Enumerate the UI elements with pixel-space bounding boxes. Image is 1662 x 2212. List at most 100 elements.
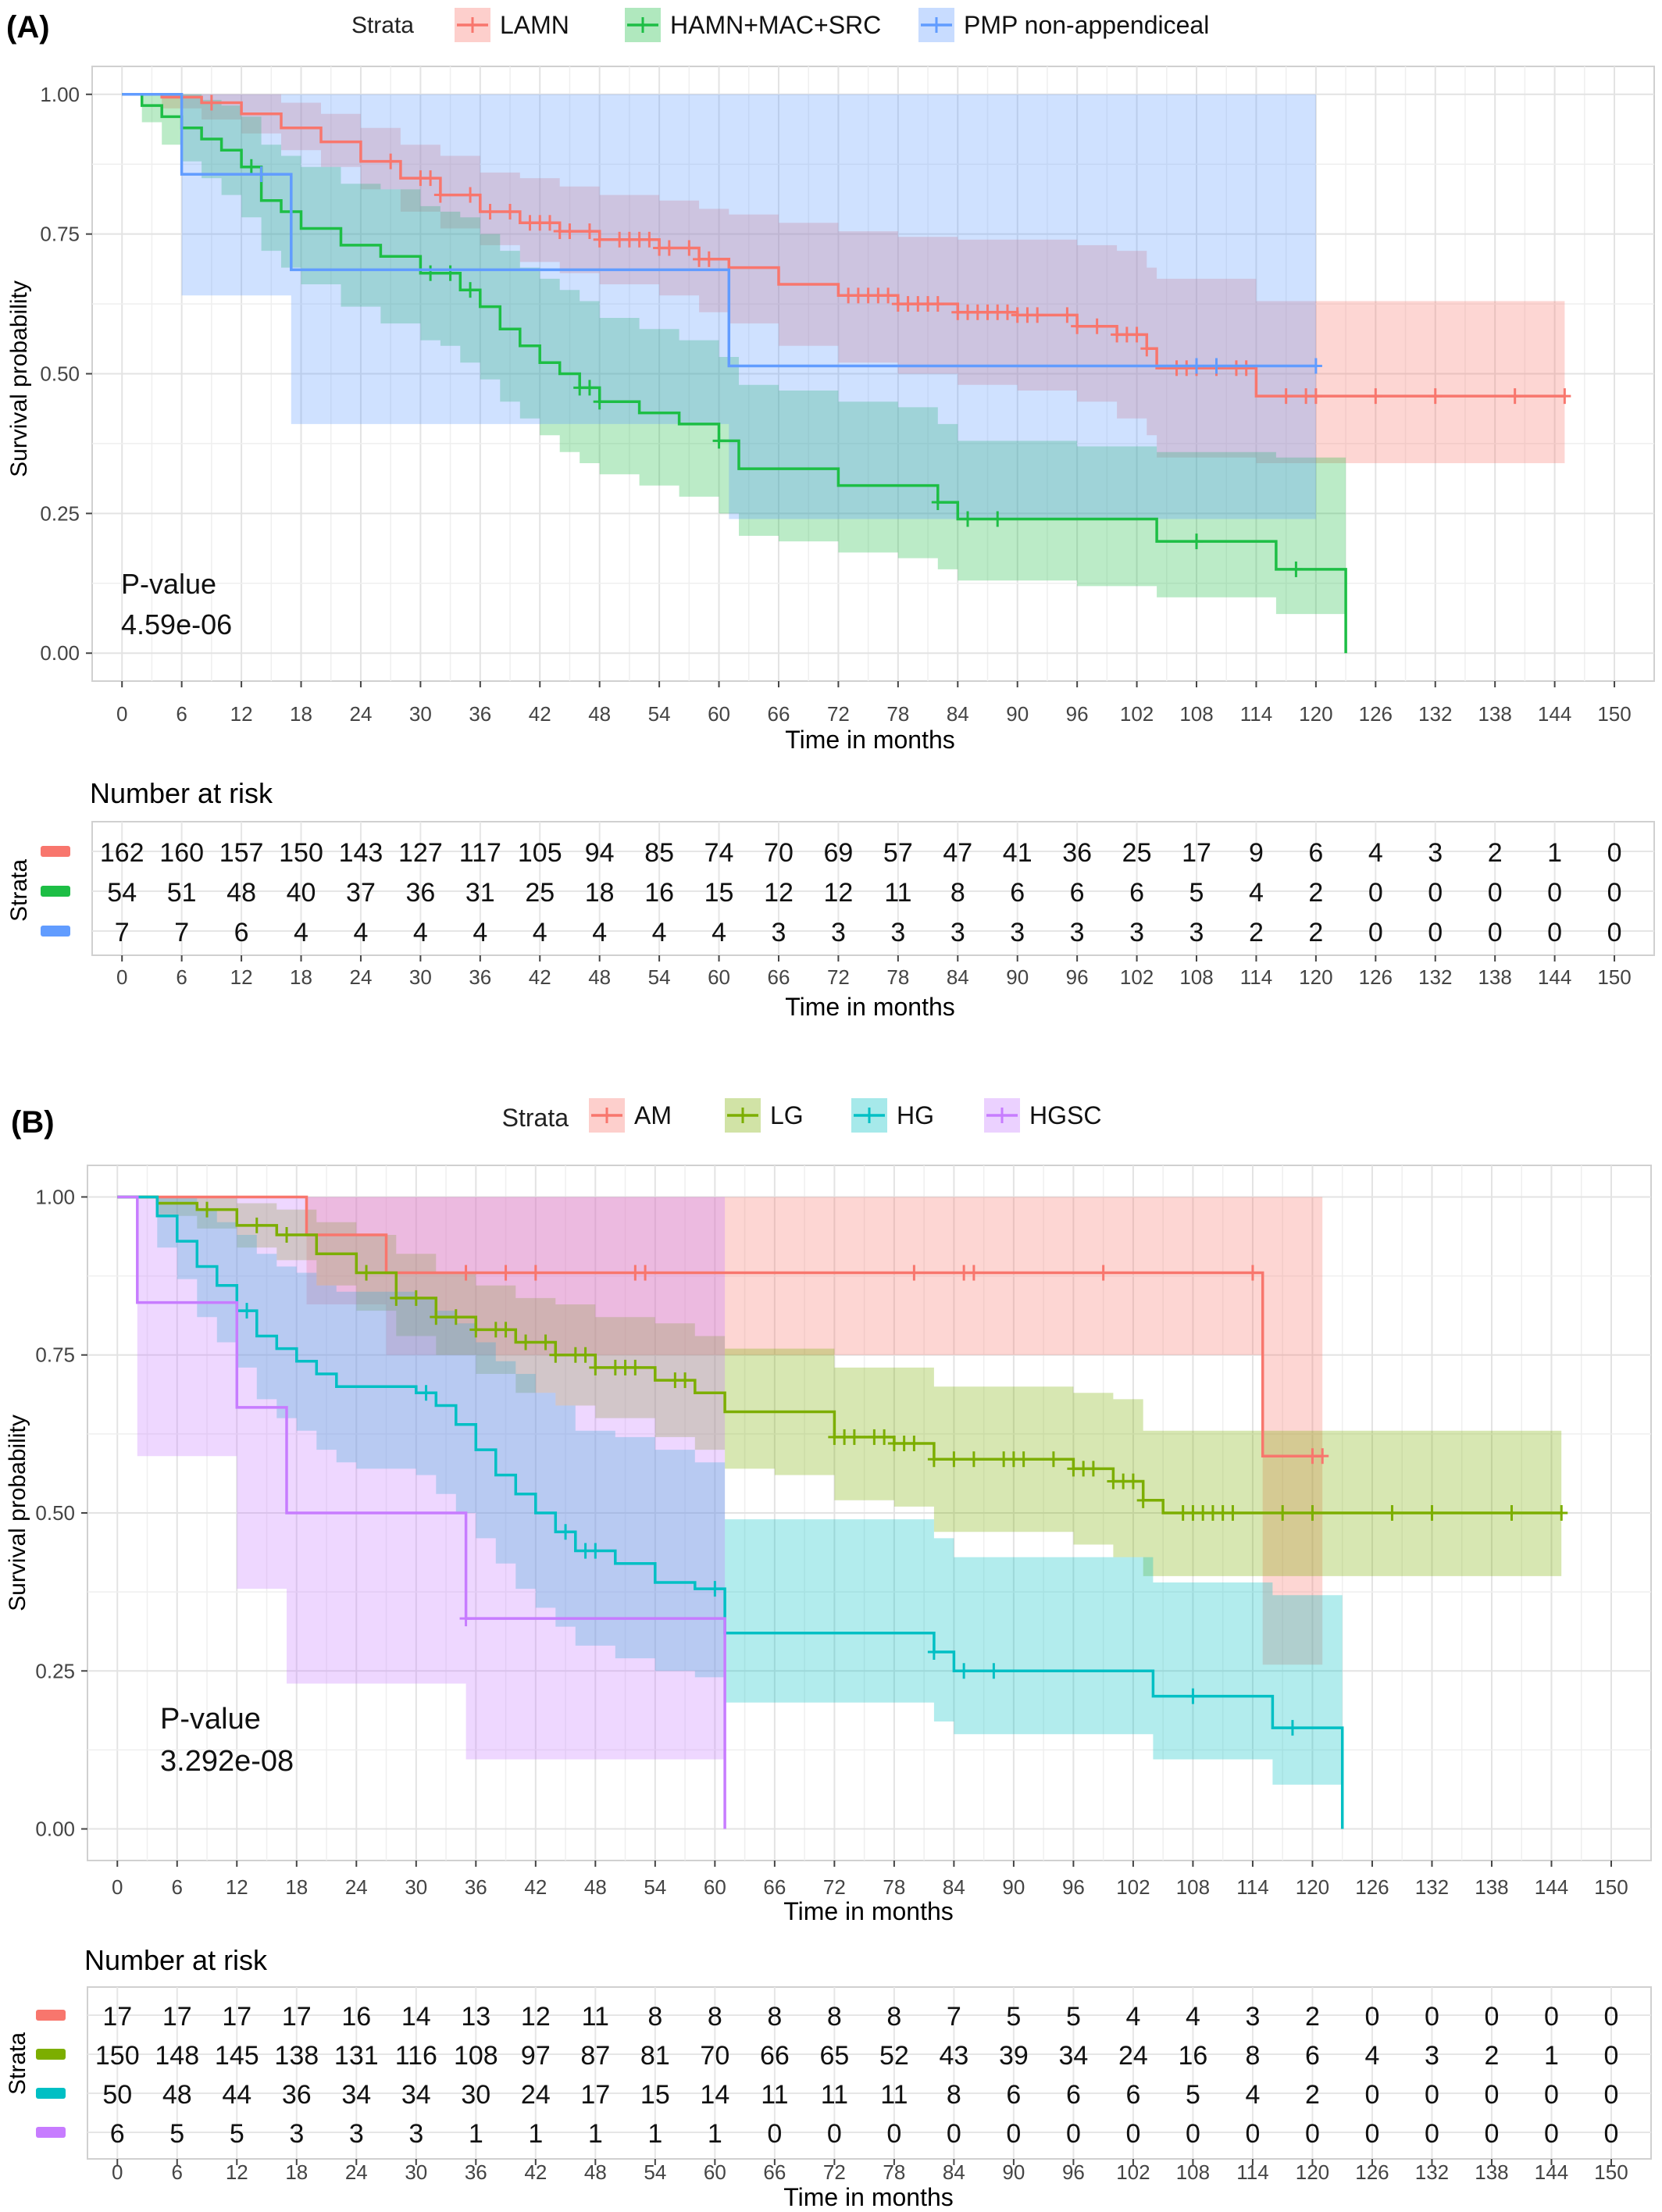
panel-b-y-tick-label: 0.25 bbox=[35, 1659, 75, 1682]
panel-a: (A) Strata LAMN HAMN+MAC+SRC PMP non-appen… bbox=[6, 8, 1655, 1021]
panel-a-risk-count: 3 bbox=[890, 918, 905, 947]
panel-a-x-tick-label: 66 bbox=[768, 702, 790, 726]
panel-a-risk-count: 6 bbox=[1070, 878, 1085, 908]
panel-a-risk-count: 16 bbox=[644, 878, 674, 908]
panel-a-risk-ylabel: Strata bbox=[6, 859, 32, 922]
panel-b-risk-count: 39 bbox=[999, 2041, 1029, 2071]
panel-a-risk-count: 0 bbox=[1607, 838, 1622, 868]
panel-a-risk-count: 0 bbox=[1428, 918, 1443, 947]
panel-a-x-tick-label: 144 bbox=[1538, 702, 1571, 726]
panel-b-risk-count: 8 bbox=[767, 2002, 782, 2032]
panel-b-risk-count: 15 bbox=[640, 2080, 670, 2110]
panel-b-risk-count: 3 bbox=[1245, 2002, 1260, 2032]
panel-a-risk-count: 6 bbox=[234, 918, 249, 947]
panel-a-risk-count: 15 bbox=[704, 878, 734, 908]
panel-a-risk-count: 160 bbox=[159, 838, 204, 868]
panel-b-risk-count: 34 bbox=[401, 2080, 431, 2110]
panel-a-risk-count: 1 bbox=[1547, 838, 1562, 868]
panel-b-ylabel: Survival probability bbox=[5, 1415, 30, 1611]
panel-b-survival-curve-3 bbox=[117, 1195, 726, 1829]
panel-b-risk-count: 0 bbox=[1245, 2119, 1260, 2149]
panel-a-risk-count: 8 bbox=[950, 878, 965, 908]
panel-b-x-tick-label: 0 bbox=[112, 1875, 123, 1899]
panel-a-risk-count: 2 bbox=[1249, 918, 1264, 947]
panel-a-risk-count: 3 bbox=[950, 918, 965, 947]
panel-b-risk-count: 11 bbox=[582, 2002, 609, 2032]
panel-b-legend-label-2: HG bbox=[897, 1101, 934, 1129]
panel-a-risk-x-tick-label: 54 bbox=[648, 965, 671, 989]
panel-b-x-tick-label: 42 bbox=[524, 1875, 547, 1899]
panel-a-risk-count: 36 bbox=[1062, 838, 1092, 868]
panel-a-risk-count: 37 bbox=[346, 878, 376, 908]
panel-a-risk-x-tick-label: 126 bbox=[1359, 965, 1393, 989]
panel-b-risk-count: 0 bbox=[827, 2119, 842, 2149]
panel-b-risk-count: 2 bbox=[1305, 2002, 1320, 2032]
panel-a-risk-count: 4 bbox=[473, 918, 487, 947]
panel-a-risk-x-tick-label: 132 bbox=[1418, 965, 1452, 989]
panel-a-risk-count: 0 bbox=[1488, 878, 1503, 908]
panel-a-risk-count: 85 bbox=[644, 838, 674, 868]
panel-a-risk-count: 143 bbox=[339, 838, 383, 868]
panel-a-ci-band-2 bbox=[122, 94, 1316, 519]
panel-b-risk-x-tick-label: 54 bbox=[644, 2160, 666, 2184]
panel-b-risk-strata-swatch-3 bbox=[36, 2127, 66, 2138]
panel-b-risk-count: 0 bbox=[1485, 2002, 1500, 2032]
panel-b-survival-curve-2 bbox=[117, 1195, 1344, 1829]
panel-b-risk-count: 0 bbox=[1604, 2119, 1619, 2149]
panel-a-risk-count: 25 bbox=[1122, 838, 1152, 868]
panel-b-risk-count: 16 bbox=[1179, 2041, 1208, 2071]
panel-b-risk-count: 0 bbox=[1604, 2041, 1619, 2071]
panel-a-x-tick-label: 126 bbox=[1359, 702, 1393, 726]
panel-b-risk-x-tick-label: 42 bbox=[524, 2160, 547, 2184]
panel-a-x-tick-label: 108 bbox=[1179, 702, 1213, 726]
panel-b-x-tick-label: 132 bbox=[1415, 1875, 1449, 1899]
panel-a-risk-count: 0 bbox=[1547, 878, 1562, 908]
panel-a-x-tick-label: 0 bbox=[116, 702, 127, 726]
panel-a-risk-count: 94 bbox=[585, 838, 615, 868]
panel-a-risk-count: 31 bbox=[465, 878, 495, 908]
panel-b-risk-count: 8 bbox=[827, 2002, 842, 2032]
panel-b-legend-title: Strata bbox=[502, 1104, 569, 1132]
panel-b-risk-x-tick-label: 0 bbox=[112, 2160, 123, 2184]
panel-b-risk-x-tick-label: 114 bbox=[1236, 2160, 1268, 2184]
panel-b-risk-count: 4 bbox=[1186, 2002, 1200, 2032]
panel-b-risk-count: 0 bbox=[1544, 2002, 1559, 2032]
panel-a-risk-count: 70 bbox=[764, 838, 794, 868]
panel-b-risk-count: 3 bbox=[408, 2119, 423, 2149]
panel-a-risk-count: 6 bbox=[1308, 838, 1323, 868]
panel-b-risk-x-tick-label: 12 bbox=[226, 2160, 248, 2184]
panel-b-x-tick-label: 24 bbox=[345, 1875, 368, 1899]
panel-b-risk-count: 48 bbox=[162, 2080, 192, 2110]
panel-b-risk-count: 34 bbox=[341, 2080, 371, 2110]
panel-b-survival-curve-0 bbox=[117, 1195, 1323, 1457]
panel-b-x-tick-label: 30 bbox=[405, 1875, 427, 1899]
panel-b-pvalue-label: P-value bbox=[160, 1703, 261, 1736]
panel-a-risk-count: 18 bbox=[585, 878, 615, 908]
panel-b-risk-count: 1 bbox=[588, 2119, 603, 2149]
panel-b-risk-count: 0 bbox=[886, 2119, 901, 2149]
panel-a-risk-count: 0 bbox=[1428, 878, 1443, 908]
panel-a-risk-count: 127 bbox=[398, 838, 443, 868]
panel-b-risk-count: 5 bbox=[1186, 2080, 1200, 2110]
panel-a-x-tick-label: 96 bbox=[1066, 702, 1089, 726]
panel-b-x-tick-label: 114 bbox=[1236, 1875, 1268, 1899]
panel-b-risk-count: 1 bbox=[647, 2119, 662, 2149]
panel-b-x-tick-label: 18 bbox=[285, 1875, 308, 1899]
panel-b-risk-count: 0 bbox=[1125, 2119, 1140, 2149]
panel-a-x-tick-label: 114 bbox=[1240, 702, 1272, 726]
panel-a-risk-xlabel: Time in months bbox=[785, 993, 955, 1021]
panel-b-x-tick-label: 12 bbox=[226, 1875, 248, 1899]
panel-a-risk-count: 3 bbox=[1428, 838, 1443, 868]
panel-b-risk-count: 6 bbox=[1125, 2080, 1140, 2110]
panel-b-x-tick-label: 150 bbox=[1594, 1875, 1628, 1899]
panel-b-x-tick-label: 108 bbox=[1176, 1875, 1210, 1899]
panel-b-x-tick-label: 102 bbox=[1116, 1875, 1150, 1899]
panel-b-risk-x-tick-label: 72 bbox=[823, 2160, 846, 2184]
panel-a-risk-x-tick-label: 6 bbox=[176, 965, 187, 989]
panel-b-risk-strata-swatch-1 bbox=[36, 2049, 66, 2060]
panel-b-risk-count: 6 bbox=[1305, 2041, 1320, 2071]
panel-b-risk-count: 14 bbox=[401, 2002, 431, 2032]
panel-a-risk-strata-swatch-1 bbox=[41, 886, 70, 897]
panel-a-y-tick-label: 0.50 bbox=[40, 362, 80, 386]
panel-b-risk-count: 8 bbox=[1245, 2041, 1260, 2071]
